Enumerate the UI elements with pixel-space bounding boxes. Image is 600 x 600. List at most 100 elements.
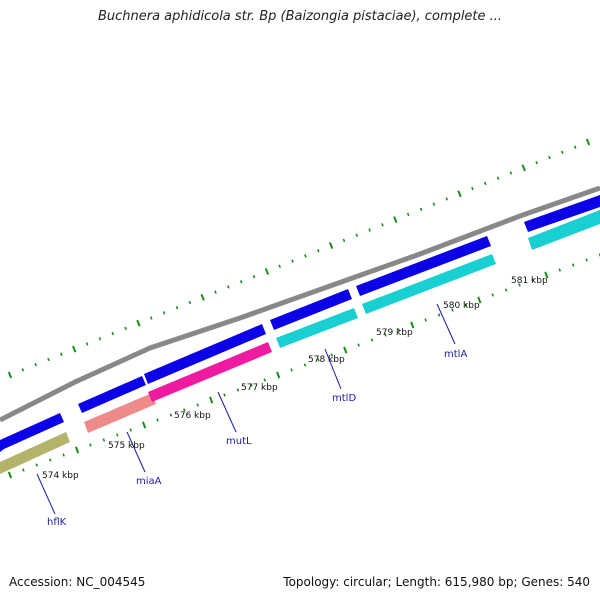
outer-tick <box>355 233 359 237</box>
inner-tick <box>290 368 293 372</box>
inner-tick <box>437 313 441 317</box>
forward-gene-arrow[interactable] <box>270 289 352 330</box>
inner-tick <box>477 296 482 304</box>
gene-labels: hflK miaA mutL mtlD mtlA <box>47 349 467 528</box>
kbp-label: 579 kbp <box>376 328 413 338</box>
inner-tick-ring <box>7 253 600 479</box>
leader-mutL <box>217 391 237 433</box>
inner-tick <box>357 343 360 347</box>
inner-tick <box>410 321 415 329</box>
forward-gene-arrow[interactable] <box>78 376 146 413</box>
outer-tick <box>149 316 153 320</box>
gene-label-hflK[interactable]: hflK <box>47 517 67 528</box>
kbp-label: 574 kbp <box>42 471 79 481</box>
outer-tick <box>561 150 564 155</box>
outer-tick <box>239 280 243 284</box>
leader-hflK <box>36 473 56 515</box>
outer-tick <box>304 254 307 258</box>
kbp-label: 576 kbp <box>174 411 211 421</box>
outer-tick <box>188 300 192 305</box>
outer-tick <box>111 331 115 336</box>
outer-tick <box>136 319 141 327</box>
gene-bar-unlabeled[interactable] <box>528 210 600 250</box>
forward-gene-arrow[interactable] <box>524 195 600 232</box>
inner-tick <box>585 258 588 262</box>
inner-tick <box>518 283 521 287</box>
accession-text: Accession: NC_004545 <box>9 575 146 589</box>
inner-tick <box>62 453 65 457</box>
gene-mtlD-bar[interactable] <box>276 308 358 348</box>
inner-tick <box>236 388 240 392</box>
outer-tick <box>60 352 63 356</box>
gene-miaA-bar[interactable] <box>84 393 156 433</box>
forward-gene-arrow[interactable] <box>0 413 64 452</box>
inner-tick <box>303 363 307 367</box>
outer-tick <box>548 155 551 160</box>
outer-tick <box>72 345 77 353</box>
gene-mutL-bar[interactable] <box>148 342 272 402</box>
outer-tick <box>227 285 230 289</box>
outer-tick-ring <box>7 138 591 379</box>
outer-tick <box>7 371 13 379</box>
outer-tick <box>368 228 371 232</box>
outer-tick <box>432 202 436 206</box>
inner-tick <box>464 303 468 307</box>
kbp-label: 580 kbp <box>443 301 480 311</box>
inner-tick <box>209 396 214 404</box>
reverse-genes <box>0 210 600 474</box>
inner-tick <box>22 468 25 472</box>
outer-tick <box>175 305 179 310</box>
outer-tick <box>124 326 127 331</box>
gene-label-mtlD[interactable]: mtlD <box>332 393 356 404</box>
inner-tick <box>102 438 106 442</box>
inner-tick <box>491 293 495 297</box>
inner-tick <box>89 443 92 447</box>
outer-tick <box>381 223 384 227</box>
forward-genes <box>0 195 600 452</box>
outer-tick <box>291 259 294 263</box>
gene-leaders <box>36 303 456 515</box>
outer-tick <box>393 216 398 224</box>
forward-gene-arrow[interactable] <box>144 324 266 384</box>
inner-tick <box>35 463 39 467</box>
kbp-label: 577 kbp <box>241 383 278 393</box>
gene-label-miaA[interactable]: miaA <box>136 476 162 487</box>
outer-tick <box>328 242 334 249</box>
inner-tick <box>504 288 508 292</box>
outer-tick <box>252 274 256 279</box>
inner-tick <box>7 471 13 479</box>
outer-tick <box>47 357 50 362</box>
inner-tick <box>129 428 132 432</box>
outer-tick <box>200 293 205 301</box>
outer-tick <box>85 342 89 346</box>
outer-tick <box>342 238 346 243</box>
outer-tick <box>509 171 513 175</box>
inner-tick <box>115 433 119 437</box>
outer-tick <box>471 186 474 191</box>
inner-tick <box>74 446 80 454</box>
gene-label-mtlA[interactable]: mtlA <box>444 349 467 360</box>
outer-tick <box>457 190 462 198</box>
gene-label-mutL[interactable]: mutL <box>226 436 252 447</box>
map-title: Buchnera aphidicola str. Bp (Baizongia p… <box>97 9 503 24</box>
inner-tick <box>169 413 173 417</box>
outer-tick <box>573 145 577 149</box>
inner-tick <box>424 318 427 322</box>
outer-tick <box>214 290 217 294</box>
inner-tick <box>183 408 186 412</box>
outer-tick <box>585 138 591 146</box>
inner-tick <box>263 378 267 382</box>
outer-tick <box>445 197 449 201</box>
leader-miaA <box>126 431 146 473</box>
forward-gene-arrow[interactable] <box>356 236 491 296</box>
outer-tick <box>34 362 37 367</box>
kbp-label: 578 kbp <box>308 355 345 365</box>
inner-tick <box>384 333 387 337</box>
inner-tick <box>196 403 200 407</box>
backbone <box>0 185 600 423</box>
gene-hflK-bar[interactable] <box>0 432 70 474</box>
gene-mtlA-bar[interactable] <box>362 254 496 314</box>
inner-tick <box>343 346 348 354</box>
inner-tick <box>370 338 374 342</box>
